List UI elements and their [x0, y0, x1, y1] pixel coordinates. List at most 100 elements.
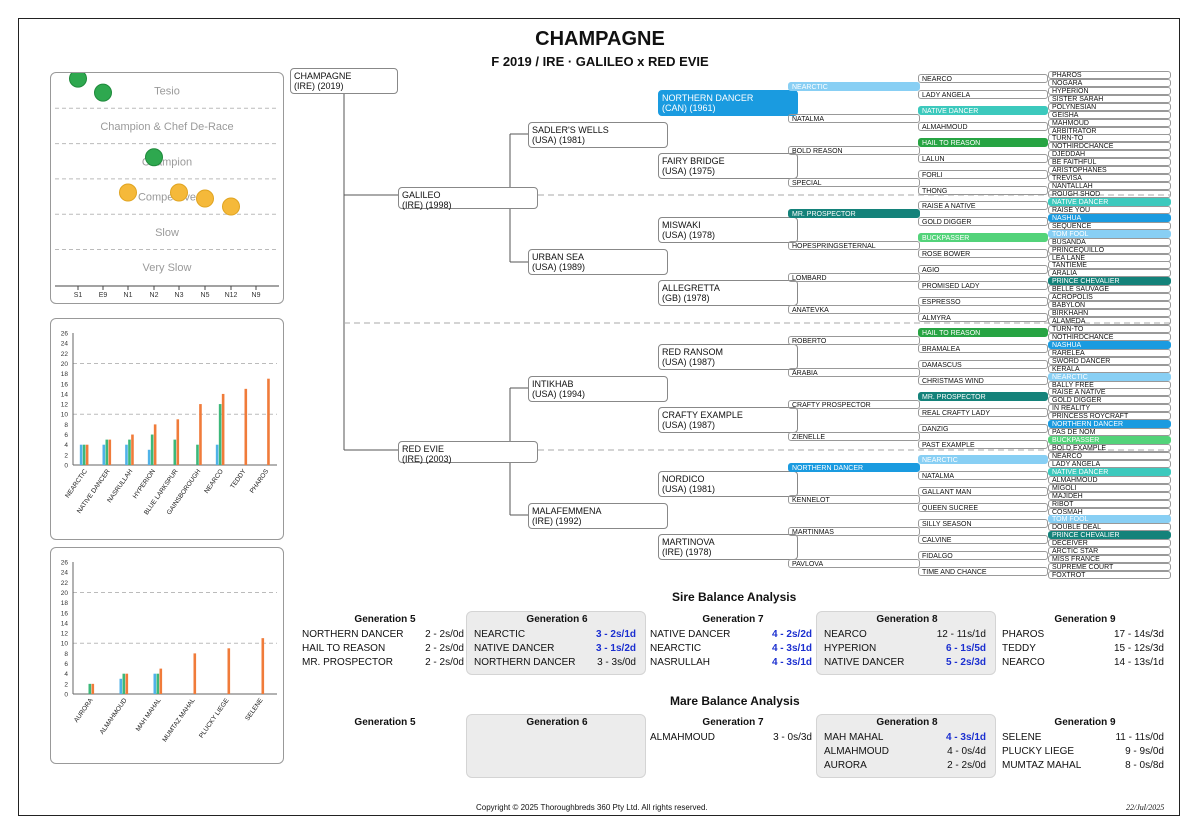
balance-row: NATIVE DANCER 4 - 2s/2d — [650, 629, 812, 641]
bar-green — [105, 439, 109, 465]
generation-heading: Generation 7 — [702, 614, 764, 625]
pedigree-gen5: ROSE BOWER — [918, 249, 1048, 259]
pedigree-gen6: COSMAH — [1048, 507, 1171, 516]
balance-value: 11 - 11s/0d — [1115, 732, 1164, 743]
horse-name: INTIKHAB — [532, 378, 574, 389]
horse-name: CRAFTY EXAMPLE — [662, 410, 743, 421]
pedigree-gen2: URBAN SEA (USA) (1989) — [528, 248, 668, 275]
y-tick-label: 16 — [61, 610, 69, 617]
bar-orange — [199, 404, 202, 465]
horse-meta: (GB) (1978) — [662, 293, 710, 304]
bar-blue — [102, 444, 106, 465]
x-tick-label: N3 — [175, 292, 184, 299]
generation-heading: Generation 7 — [702, 717, 764, 728]
y-tick-label: 20 — [61, 361, 69, 368]
pedigree-gen6: PRINCEQUILLO — [1048, 245, 1171, 254]
pedigree-gen6: TREVISA — [1048, 174, 1171, 183]
pedigree-gen6: ROUGH SHOD — [1048, 190, 1171, 199]
pedigree-gen5: CHRISTMAS WIND — [918, 376, 1048, 386]
pedigree-gen6: RARELEA — [1048, 348, 1171, 357]
ancestor-name: NORTHERN DANCER — [474, 657, 576, 668]
horse-name: CHAMPAGNE — [294, 71, 352, 81]
balance-value: 3 - 3s/0d — [597, 657, 636, 668]
ancestor-name: NEARCTIC — [474, 629, 526, 640]
y-tick-label: 10 — [61, 412, 69, 419]
horse-name: MISWAKI — [662, 219, 701, 230]
pedigree-gen6: MAHMOUD — [1048, 118, 1171, 127]
generation-heading: Generation 5 — [354, 614, 416, 625]
pedigree-gen3: FAIRY BRIDGE (USA) (1975) — [658, 153, 798, 180]
pedigree-gen6: NATIVE DANCER — [1048, 467, 1171, 476]
class-band-label: Very Slow — [143, 262, 192, 274]
pedigree-gen1: RED EVIE (IRE) (2003) — [398, 441, 538, 464]
horse-name: SADLER'S WELLS — [532, 124, 609, 135]
balance-value: 4 - 2s/2d — [771, 629, 812, 640]
category-label: ALMAHMOUD — [99, 697, 129, 736]
generation-heading: Generation 6 — [526, 717, 588, 728]
ancestor-name: NORTHERN DANCER — [302, 629, 404, 640]
balance-row: NEARCTIC 4 - 3s/1d — [650, 643, 812, 655]
balance-row: MAH MAHAL 4 - 3s/1d — [824, 732, 986, 744]
ancestor-name: NATIVE DANCER — [474, 643, 555, 654]
pedigree-gen6: DOUBLE DEAL — [1048, 523, 1171, 532]
balance-value: 4 - 3s/1d — [771, 657, 812, 668]
pedigree-gen6: SEQUENCE — [1048, 221, 1171, 230]
y-tick-label: 22 — [61, 351, 69, 358]
pedigree-gen6: HYPERION — [1048, 86, 1171, 95]
pedigree-gen4: MR. PROSPECTOR — [788, 209, 920, 219]
pedigree-gen6: BALLY FREE — [1048, 380, 1171, 389]
bar-blue — [215, 444, 219, 465]
ancestor-name: AURORA — [824, 760, 867, 771]
horse-meta: (USA) (1994) — [532, 388, 586, 399]
generation-heading: Generation 9 — [1054, 717, 1116, 728]
pedigree-gen6: TOM FOOL — [1048, 515, 1171, 524]
pedigree-gen6: TANTIEME — [1048, 261, 1171, 270]
pedigree-gen4: KENNELOT — [788, 495, 920, 505]
balance-value: 9 - 9s/0d — [1125, 746, 1164, 757]
pedigree-gen6: DJEDDAH — [1048, 150, 1171, 159]
balance-row: PLUCKY LIEGE 9 - 9s/0d — [1002, 746, 1164, 758]
horse-name: NORTHERN DANCER — [662, 92, 754, 103]
pedigree-gen4: SPECIAL — [788, 177, 920, 187]
category-label: HYPERION — [132, 468, 157, 500]
pedigree-gen3: MISWAKI (USA) (1978) — [658, 216, 798, 243]
balance-row: HAIL TO REASON 2 - 2s/0d — [302, 643, 464, 655]
horse-name: ALLEGRETTA — [662, 283, 720, 294]
category-label: PHAROS — [249, 468, 271, 495]
ancestor-name: HYPERION — [824, 643, 877, 654]
pedigree-gen5: NEARCTIC — [918, 455, 1048, 465]
pedigree-gen6: BUCKPASSER — [1048, 436, 1171, 445]
pedigree-gen6: BE FAITHFUL — [1048, 158, 1171, 167]
pedigree-gen6: TURN-TO — [1048, 324, 1171, 333]
pedigree-gen5: GOLD DIGGER — [918, 217, 1048, 227]
balance-row: NEARCO 12 - 11s/1d — [824, 629, 986, 641]
pedigree-gen6: IN REALITY — [1048, 404, 1171, 413]
x-tick-label: S1 — [74, 292, 83, 299]
pedigree-gen4: PAVLOVA — [788, 558, 920, 568]
y-tick-label: 24 — [61, 570, 69, 577]
pedigree-gen4: NEARCTIC — [788, 82, 920, 92]
ancestor-name: TEDDY — [1002, 643, 1036, 654]
horse-name: RED RANSOM — [662, 346, 724, 357]
y-tick-label: 10 — [61, 641, 69, 648]
ancestor-name: NEARCTIC — [650, 643, 702, 654]
mare-bar-chart-panel: 0 2 4 6 8 10 12 14 16 18 20 22 24 26 AURORA ALMAHMOUD MA… — [50, 547, 284, 764]
pedigree-gen6: PRINCESS ROYCRAFT — [1048, 412, 1171, 421]
pedigree-gen5: AGIO — [918, 264, 1048, 274]
horse-name: MARTINOVA — [662, 537, 715, 548]
y-tick-label: 12 — [61, 402, 69, 409]
bar-orange — [221, 393, 225, 465]
y-tick-label: 24 — [61, 341, 69, 348]
pedigree-gen5: HAIL TO REASON — [918, 328, 1048, 338]
y-tick-label: 14 — [61, 391, 69, 398]
pedigree-gen5: ALMYRA — [918, 312, 1048, 322]
page-subtitle: F 2019 / IRE · GALILEO x RED EVIE — [491, 54, 709, 69]
pedigree-gen5: ESPRESSO — [918, 296, 1048, 306]
balance-value: 15 - 12s/3d — [1113, 643, 1164, 654]
pedigree-gen6: BUSANDA — [1048, 237, 1171, 246]
y-tick-label: 2 — [64, 681, 68, 688]
pedigree-gen4: CRAFTY PROSPECTOR — [788, 399, 920, 409]
balance-value: 12 - 11s/1d — [936, 629, 986, 640]
balance-row: HYPERION 6 - 1s/5d — [824, 643, 986, 655]
bar-orange — [267, 378, 270, 465]
